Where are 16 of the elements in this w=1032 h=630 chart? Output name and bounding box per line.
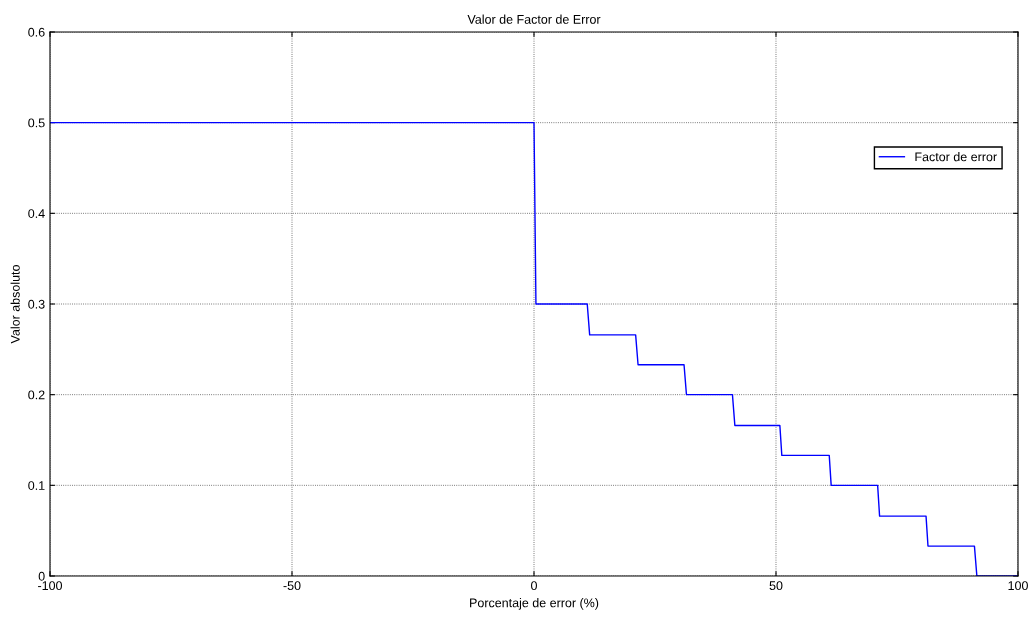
y-tick-label: 0.2 [28, 390, 45, 400]
y-tick-label: 0.1 [28, 481, 45, 490]
x-tick-label: -100 [38, 581, 63, 591]
y-tick-label: 0 [38, 571, 45, 581]
y-axis-title: Valor absoluto [10, 265, 20, 344]
chart-title: Valor de Factor de Error [467, 14, 601, 24]
x-tick-label: 100 [1008, 581, 1028, 591]
x-tick-label: 50 [769, 581, 783, 591]
y-tick-label: 0.5 [28, 118, 45, 128]
legend-label: Factor de error [915, 152, 997, 162]
x-axis-title: Porcentaje de error (%) [470, 598, 599, 610]
x-tick-label: 0 [531, 581, 537, 591]
y-tick-label: 0.6 [28, 27, 45, 37]
x-tick-label: -50 [283, 581, 301, 591]
y-tick-label: 0.3 [28, 299, 45, 309]
y-tick-label: 0.4 [28, 209, 45, 218]
